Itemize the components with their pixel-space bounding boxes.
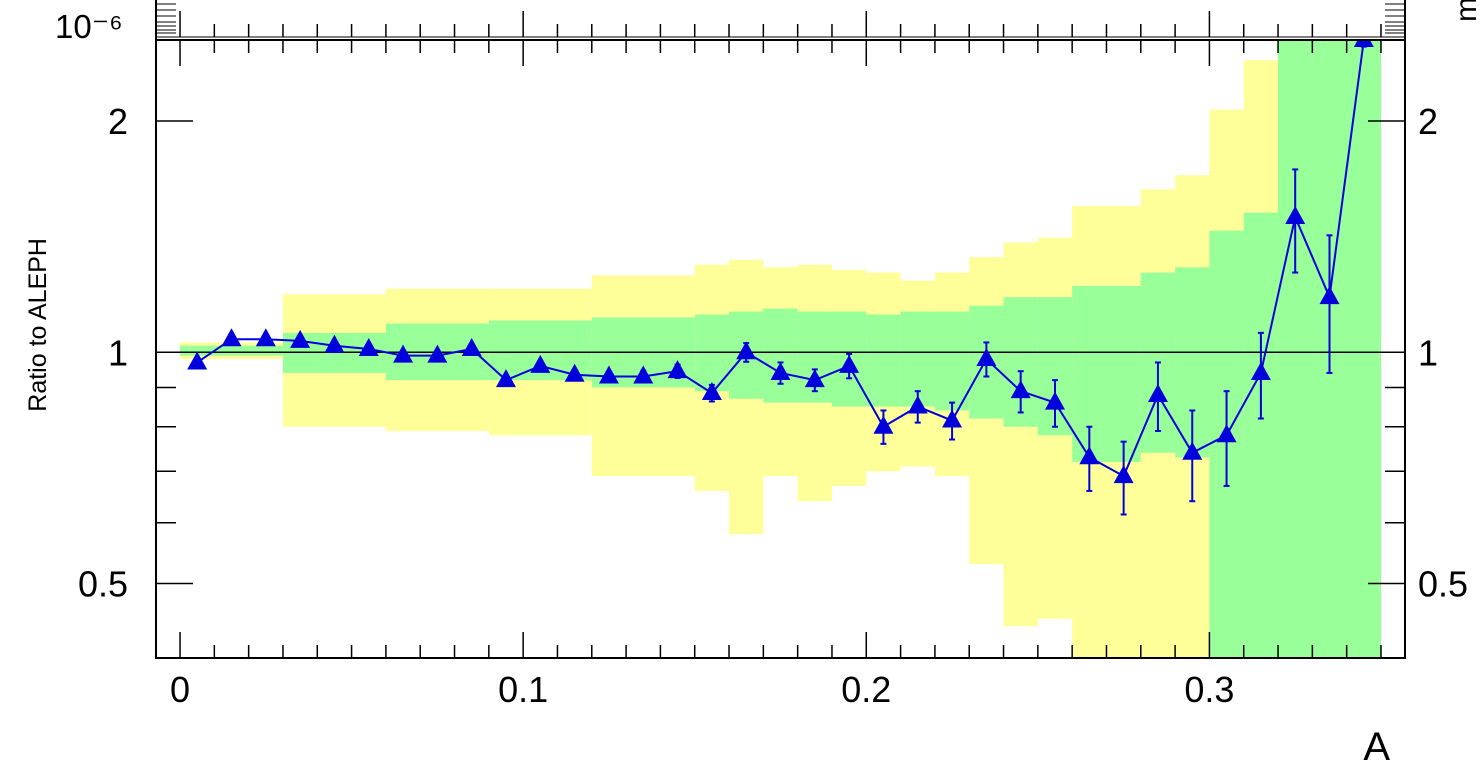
x-tick-label: 0.2 (841, 669, 891, 710)
upper-legend-cut-label: m (1450, 0, 1482, 22)
x-tick-label: 0 (170, 669, 190, 710)
data-point-marker (1045, 391, 1066, 410)
stat-band-bin (1072, 285, 1141, 462)
y-tick-label-right: 1 (1418, 332, 1438, 373)
y-tick-label: 0.5 (78, 564, 128, 605)
data-point-marker (736, 341, 757, 360)
data-point-marker (1250, 361, 1271, 380)
stat-band-bin (866, 314, 901, 407)
data-point-marker (667, 360, 688, 379)
data-point-marker (1353, 40, 1374, 47)
plot-frame (155, 39, 1406, 659)
data-point-marker (942, 409, 963, 428)
x-tick-label: 0.3 (1184, 669, 1234, 710)
data-point-marker (393, 344, 414, 363)
data-point-marker (564, 363, 585, 382)
data-point-marker (187, 351, 208, 370)
data-point-marker (358, 337, 379, 356)
data-point-marker (461, 337, 482, 356)
stat-band-bin (180, 345, 283, 356)
data-point-marker (976, 348, 997, 367)
data-point-marker (907, 395, 928, 414)
data-point-marker (770, 361, 791, 380)
data-point-marker (1285, 206, 1306, 225)
y-tick-label-right: 2 (1418, 101, 1438, 142)
data-point-marker (324, 334, 345, 353)
x-axis-title: A (1363, 725, 1390, 769)
axis-tick-labels: 0 0.1 0.2 0.3 0.5 0.5 1 1 2 2 (78, 101, 1468, 710)
data-point-marker (427, 344, 448, 363)
data-point-marker (701, 382, 722, 401)
data-point-marker (1147, 383, 1168, 402)
stat-band-bin (763, 308, 798, 403)
data-point-marker (1216, 424, 1237, 443)
stat-band-bin (1243, 212, 1279, 658)
x-tick-label: 0.1 (498, 669, 548, 710)
y-tick-label: 1 (108, 332, 128, 373)
data-point-marker (1319, 286, 1340, 305)
data-point-marker (804, 369, 825, 388)
data-point-marker (290, 329, 311, 348)
axis-ticks (156, 40, 1405, 659)
data-point-marker (873, 415, 894, 434)
data-point-marker (221, 328, 242, 347)
data-point-marker (1113, 465, 1134, 484)
upper-axis-exponent-label: 10⁻⁶ (55, 8, 123, 45)
data-point-marker (839, 354, 860, 373)
data-point-marker (1182, 441, 1203, 460)
stat-band-bin (934, 311, 970, 411)
data-point-marker (255, 328, 276, 347)
upper-panel-remnant (155, 0, 1406, 40)
data-point-marker (633, 365, 654, 384)
data-point-marker (495, 369, 516, 388)
data-series (187, 40, 1374, 516)
data-point-marker (1079, 446, 1100, 465)
y-tick-label: 2 (108, 101, 128, 142)
y-axis-title: Ratio to ALEPH (24, 238, 52, 412)
y-tick-label-right: 0.5 (1418, 564, 1468, 605)
data-point-marker (530, 354, 551, 373)
data-point-marker (598, 365, 619, 384)
data-point-marker (1010, 380, 1031, 399)
